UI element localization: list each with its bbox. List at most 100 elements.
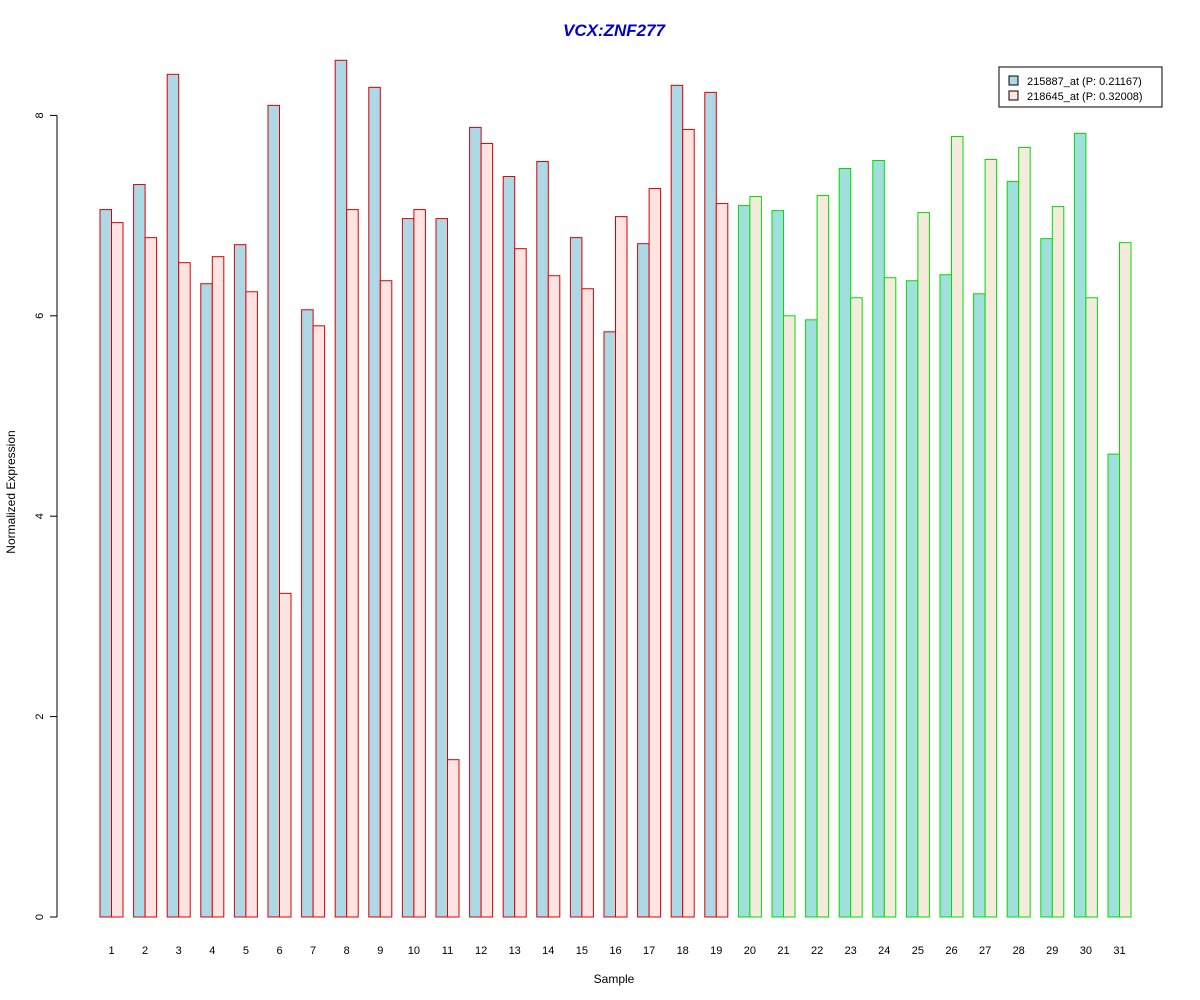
x-tick-label: 4 <box>209 945 215 957</box>
x-tick-label: 14 <box>542 945 554 957</box>
bar-sample-29-series-2 <box>1051 206 1065 918</box>
x-tick-label: 6 <box>276 945 282 957</box>
x-tick-label: 8 <box>344 945 350 957</box>
bar-sample-19-series-1 <box>704 91 717 918</box>
bar-sample-7-series-2 <box>312 325 326 918</box>
x-tick-label: 17 <box>643 945 655 957</box>
bar-sample-11-series-2 <box>447 759 460 918</box>
bar-sample-22-series-1 <box>805 319 818 918</box>
legend-swatch-series-1 <box>1008 75 1019 86</box>
bar-sample-10-series-1 <box>401 218 415 918</box>
x-tick-label: 19 <box>710 945 722 957</box>
bars-group <box>99 59 1132 918</box>
bar-sample-20-series-1 <box>737 205 751 918</box>
bar-sample-4-series-2 <box>211 256 225 918</box>
bar-sample-17-series-2 <box>648 188 662 918</box>
bar-sample-30-series-1 <box>1073 132 1087 918</box>
bar-sample-13-series-2 <box>514 248 527 918</box>
bar-sample-24-series-1 <box>872 159 885 918</box>
bar-sample-21-series-1 <box>771 210 784 918</box>
x-tick-label: 9 <box>377 945 383 957</box>
bar-sample-7-series-1 <box>301 309 314 918</box>
bar-sample-26-series-1 <box>939 274 952 918</box>
x-tick-label: 12 <box>475 945 487 957</box>
bar-sample-21-series-2 <box>783 315 796 918</box>
x-tick-label: 1 <box>108 945 114 957</box>
legend-box <box>998 66 1163 108</box>
bar-sample-29-series-1 <box>1040 238 1053 918</box>
x-tick-label: 24 <box>878 945 890 957</box>
bar-sample-22-series-2 <box>816 195 830 918</box>
x-tick-label: 11 <box>442 945 453 957</box>
bar-sample-30-series-2 <box>1085 297 1098 918</box>
bar-sample-31-series-1 <box>1107 453 1120 918</box>
x-tick-label: 5 <box>243 945 249 957</box>
x-tick-label: 27 <box>979 945 991 957</box>
bar-sample-9-series-1 <box>368 86 381 918</box>
y-tick-label: 4 <box>34 513 46 519</box>
x-tick-label: 21 <box>777 945 789 957</box>
bar-sample-3-series-2 <box>178 262 191 918</box>
bar-sample-8-series-2 <box>346 209 359 918</box>
bar-sample-3-series-1 <box>166 73 180 918</box>
bar-sample-28-series-1 <box>1006 181 1020 918</box>
y-tick-label: 6 <box>34 313 46 319</box>
bar-sample-1-series-2 <box>111 222 124 918</box>
y-tick-label: 8 <box>34 112 46 118</box>
y-axis: 0 2 4 6 8 <box>34 112 58 920</box>
bar-sample-12-series-1 <box>469 126 482 918</box>
bar-sample-19-series-2 <box>715 203 729 918</box>
bar-sample-1-series-1 <box>99 209 112 918</box>
x-tick-label: 10 <box>408 945 420 957</box>
bar-sample-4-series-1 <box>200 283 213 918</box>
x-tick-label: 15 <box>576 945 588 957</box>
x-tick-label: 16 <box>609 945 621 957</box>
chart-title: VCX:ZNF277 <box>563 21 667 40</box>
bar-sample-26-series-2 <box>951 135 964 918</box>
x-tick-label: 3 <box>176 945 182 957</box>
bar-sample-10-series-2 <box>413 209 426 918</box>
y-tick-label: 0 <box>34 914 46 920</box>
x-axis-label: Sample <box>594 972 635 986</box>
bar-sample-2-series-2 <box>144 237 158 918</box>
x-tick-label: 30 <box>1080 945 1092 957</box>
bar-sample-25-series-2 <box>917 212 930 918</box>
x-tick-label: 2 <box>142 945 148 957</box>
bar-sample-31-series-2 <box>1119 242 1132 918</box>
bar-sample-6-series-2 <box>279 592 292 918</box>
bar-sample-15-series-1 <box>569 237 583 918</box>
bar-sample-28-series-2 <box>1018 146 1031 918</box>
bar-sample-14-series-1 <box>536 160 549 918</box>
bar-sample-14-series-2 <box>547 275 561 918</box>
x-tick-label: 20 <box>744 945 756 957</box>
legend: 215887_at (P: 0.21167) 218645_at (P: 0.3… <box>998 66 1163 108</box>
bar-sample-27-series-1 <box>973 293 986 918</box>
legend-label-series-2: 218645_at (P: 0.32008) <box>1027 91 1143 103</box>
bar-sample-6-series-1 <box>267 104 280 918</box>
x-tick-label: 22 <box>811 945 823 957</box>
bar-sample-18-series-2 <box>682 128 695 918</box>
bar-sample-5-series-1 <box>233 244 247 918</box>
x-tick-label: 26 <box>945 945 957 957</box>
x-tick-label: 7 <box>310 945 316 957</box>
bar-sample-18-series-1 <box>670 84 684 918</box>
bar-sample-12-series-2 <box>480 142 494 918</box>
bar-sample-24-series-2 <box>883 277 897 918</box>
bar-sample-8-series-1 <box>334 59 348 918</box>
bar-sample-23-series-2 <box>850 297 863 918</box>
bar-sample-23-series-1 <box>838 168 852 918</box>
x-tick-label: 13 <box>509 945 521 957</box>
bar-sample-13-series-1 <box>502 176 516 918</box>
y-axis-label: Normalized Expression <box>4 430 18 553</box>
bar-sample-16-series-1 <box>603 331 616 918</box>
legend-swatch-series-2 <box>1008 90 1019 101</box>
x-tick-label: 28 <box>1013 945 1025 957</box>
x-tick-label: 31 <box>1113 945 1125 957</box>
bar-sample-16-series-2 <box>615 216 628 918</box>
bar-sample-11-series-1 <box>435 218 448 918</box>
x-tick-label: 18 <box>677 945 689 957</box>
bar-sample-27-series-2 <box>984 158 998 918</box>
x-tick-labels: 1 2 3 4 5 6 7 8 9 10 11 12 13 14 15 16 17 18 19 20 21 22 23 24 2… <box>108 945 1125 957</box>
bar-sample-17-series-1 <box>637 243 650 918</box>
